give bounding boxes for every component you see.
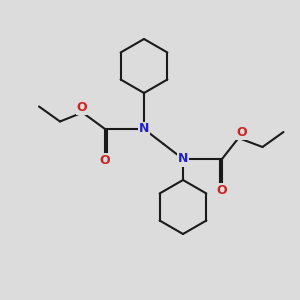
Text: O: O [217,184,227,197]
Text: O: O [100,154,110,167]
Text: N: N [139,122,149,136]
Text: N: N [178,152,188,166]
Text: O: O [236,126,247,139]
Text: O: O [76,100,87,114]
